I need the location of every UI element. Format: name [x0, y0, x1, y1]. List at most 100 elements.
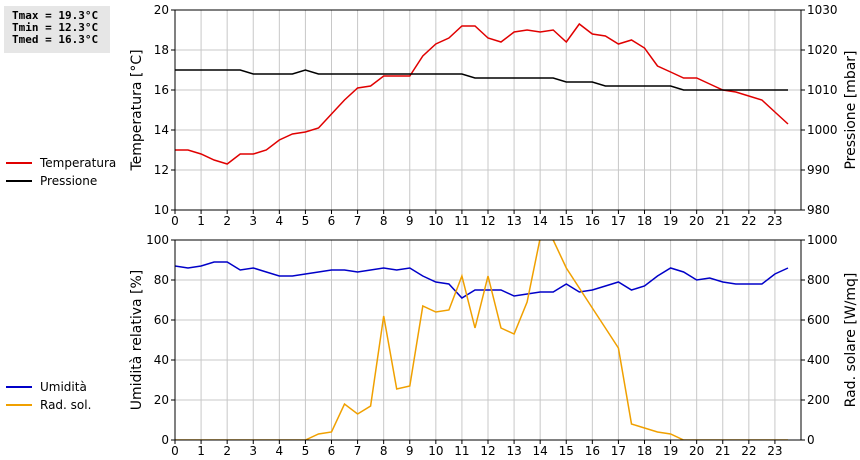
plot-frame-top [174, 9, 802, 211]
legend-swatch [6, 180, 32, 182]
legend-label: Pressione [40, 174, 98, 188]
x-tick-label: 6 [328, 214, 336, 228]
y2-tick-label: 1020 [807, 43, 838, 57]
y-tick-label: 100 [146, 233, 169, 247]
y-tick-label: 20 [154, 393, 169, 407]
x-tick-label: 4 [276, 444, 284, 458]
y2-tick-label: 1000 [807, 233, 838, 247]
x-tick-label: 10 [428, 214, 443, 228]
x-tick-label: 1 [197, 444, 205, 458]
x-tick-label: 3 [249, 444, 257, 458]
x-tick-label: 18 [637, 214, 652, 228]
x-tick-label: 17 [611, 214, 626, 228]
y2-axis-label-top: Pressione [mbar] [843, 50, 859, 169]
x-tick-label: 8 [380, 444, 388, 458]
x-tick-label: 15 [559, 444, 574, 458]
x-tick-label: 12 [480, 444, 495, 458]
x-tick-label: 20 [689, 214, 704, 228]
x-tick-label: 2 [223, 214, 231, 228]
x-tick-label: 22 [741, 444, 756, 458]
x-tick-label: 10 [428, 444, 443, 458]
x-tick-label: 19 [663, 214, 678, 228]
y-tick-label: 10 [154, 203, 169, 217]
x-tick-label: 12 [480, 214, 495, 228]
y-tick-label: 80 [154, 273, 169, 287]
x-tick-label: 16 [585, 214, 600, 228]
x-tick-label: 9 [406, 214, 414, 228]
y-axis-label-bottom: Umidità relativa [%] [129, 270, 145, 411]
x-tick-label: 23 [767, 444, 782, 458]
x-tick-label: 7 [354, 444, 362, 458]
stats-box: Tmax = 19.3°C Tmin = 12.3°C Tmed = 16.3°… [4, 6, 110, 53]
legend-label: Temperatura [40, 156, 117, 170]
x-tick-label: 0 [171, 444, 179, 458]
legend-swatch [6, 162, 32, 164]
x-tick-label: 18 [637, 444, 652, 458]
series-line-temperatura [175, 22, 789, 165]
plot-frame-bottom [174, 239, 802, 441]
x-tick-label: 11 [454, 214, 469, 228]
x-tick-label: 21 [715, 444, 730, 458]
x-tick-label: 11 [454, 444, 469, 458]
legend-swatch [6, 386, 32, 388]
y-tick-label: 60 [154, 313, 169, 327]
y-tick-label: 20 [154, 3, 169, 17]
y2-tick-label: 400 [807, 353, 830, 367]
x-tick-label: 3 [249, 214, 257, 228]
legend-bottom: Umidità Rad. sol. [6, 378, 91, 414]
legend-item-umidita: Umidità [6, 378, 91, 396]
x-tick-label: 14 [533, 214, 548, 228]
x-tick-label: 5 [302, 214, 310, 228]
series-line-umidit [175, 261, 789, 299]
y2-tick-label: 1030 [807, 3, 838, 17]
legend-label: Rad. sol. [40, 398, 92, 412]
y-tick-label: 40 [154, 353, 169, 367]
tmax-text: Tmax = 19.3°C [12, 9, 99, 22]
y2-tick-label: 980 [807, 203, 830, 217]
y-axis-label-top: Temperatura [°C] [129, 49, 145, 171]
x-tick-label: 16 [585, 444, 600, 458]
x-tick-label: 7 [354, 214, 362, 228]
legend-swatch [6, 404, 32, 406]
x-tick-label: 13 [506, 444, 521, 458]
y2-tick-label: 1010 [807, 83, 838, 97]
y2-axis-label-bottom: Rad. solare [W/mq] [843, 273, 859, 408]
x-tick-label: 23 [767, 214, 782, 228]
y-tick-label: 14 [154, 123, 169, 137]
legend-label: Umidità [40, 380, 87, 394]
x-tick-label: 13 [506, 214, 521, 228]
x-tick-label: 14 [533, 444, 548, 458]
x-tick-label: 22 [741, 214, 756, 228]
x-tick-label: 19 [663, 444, 678, 458]
tmin-text: Tmin = 12.3°C [12, 21, 99, 34]
x-tick-label: 2 [223, 444, 231, 458]
y-tick-label: 16 [154, 83, 169, 97]
x-tick-label: 15 [559, 214, 574, 228]
y2-tick-label: 0 [807, 433, 815, 447]
tmed-text: Tmed = 16.3°C [12, 33, 99, 46]
y2-tick-label: 990 [807, 163, 830, 177]
x-tick-label: 1 [197, 214, 205, 228]
x-tick-label: 0 [171, 214, 179, 228]
x-tick-label: 9 [406, 444, 414, 458]
y-tick-label: 12 [154, 163, 169, 177]
legend-top: Temperatura Pressione [6, 154, 116, 190]
y2-tick-label: 800 [807, 273, 830, 287]
y2-tick-label: 600 [807, 313, 830, 327]
legend-item-rad-sol: Rad. sol. [6, 396, 91, 414]
y2-tick-label: 200 [807, 393, 830, 407]
y2-tick-label: 1000 [807, 123, 838, 137]
x-tick-label: 5 [302, 444, 310, 458]
legend-item-temperatura: Temperatura [6, 154, 116, 172]
x-tick-label: 21 [715, 214, 730, 228]
x-tick-label: 6 [328, 444, 336, 458]
y-tick-label: 18 [154, 43, 169, 57]
x-tick-label: 8 [380, 214, 388, 228]
legend-item-pressione: Pressione [6, 172, 116, 190]
series-line-pressione [175, 69, 788, 91]
series-line-rad-sol [175, 240, 788, 440]
x-tick-label: 20 [689, 444, 704, 458]
y-tick-label: 0 [161, 433, 169, 447]
x-tick-label: 4 [276, 214, 284, 228]
